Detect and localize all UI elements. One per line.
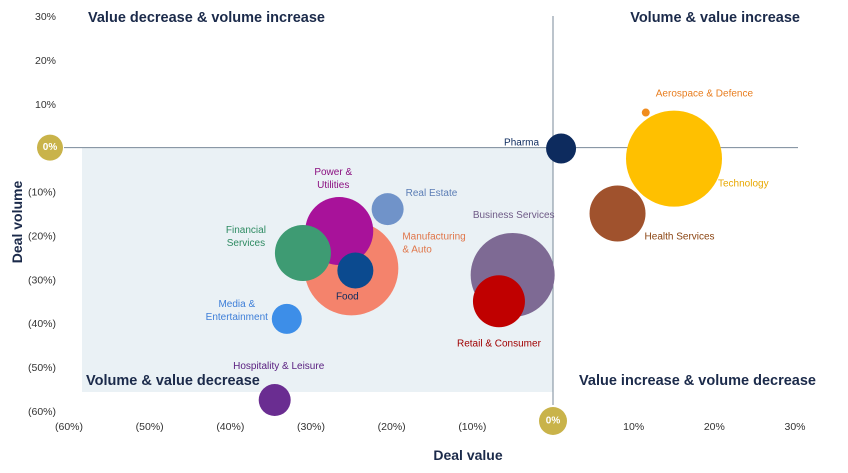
x-tick-label: (50%): [136, 421, 164, 433]
bubble-label: Food: [336, 292, 359, 303]
bubble-label: Pharma: [504, 138, 539, 149]
x-tick-label: (30%): [297, 421, 325, 433]
bubble-label: Real Estate: [406, 188, 458, 199]
bubble-financial-services: [274, 225, 331, 281]
y-zero-badge: 0%: [37, 134, 63, 161]
bubble-label: Health Services: [645, 232, 715, 243]
x-tick-label: 30%: [784, 421, 805, 433]
bubble-retail-consumer: [472, 275, 525, 328]
bubble-pharma: [546, 133, 577, 164]
bubble-food: [337, 252, 374, 289]
x-zero-badge: 0%: [539, 407, 567, 435]
y-tick-label: (10%): [28, 187, 56, 199]
y-axis-title: Deal volume: [9, 181, 25, 264]
x-tick-label: (20%): [378, 421, 406, 433]
bubble-aerospace-defence: [641, 108, 650, 117]
x-tick-label: (40%): [216, 421, 244, 433]
bubble-media-entertainment: [271, 303, 302, 334]
bubble-health-services: [589, 185, 646, 242]
svg-text:0%: 0%: [546, 416, 561, 427]
bubble-hospitality-leisure: [258, 384, 291, 417]
bubble-label: Power & Utilities: [314, 167, 352, 191]
y-tick-label: (50%): [28, 362, 56, 374]
bubble-real-estate: [371, 193, 404, 226]
bubble-label: Media & Entertainment: [206, 299, 268, 323]
bubble-label: Technology: [718, 179, 769, 190]
bubble-technology: [626, 110, 722, 207]
quadrant-label-bottom-left: Volume & value decrease: [86, 373, 260, 389]
y-tick-label: (60%): [28, 406, 56, 418]
bubble-label: Aerospace & Defence: [656, 89, 754, 100]
bubble-label: Retail & Consumer: [457, 338, 542, 349]
bubble-label: Business Services: [473, 210, 555, 221]
x-tick-label: 10%: [623, 421, 644, 433]
quadrant-label-bottom-right: Value increase & volume decrease: [579, 373, 816, 389]
x-axis-title: Deal value: [433, 447, 502, 463]
quadrant-label-top-right: Volume & value increase: [630, 10, 800, 26]
bubble-label: Manufacturing & Auto: [402, 231, 465, 255]
x-tick-label: (60%): [55, 421, 83, 433]
x-tick-label: (10%): [458, 421, 486, 433]
quadrant-label-top-left: Value decrease & volume increase: [88, 10, 325, 26]
x-tick-label: 20%: [704, 421, 725, 433]
bubble-label: Hospitality & Leisure: [233, 361, 325, 372]
y-tick-label: 10%: [35, 99, 56, 111]
y-tick-label: 20%: [35, 55, 56, 67]
y-tick-label: 30%: [35, 11, 56, 23]
y-tick-label: (40%): [28, 318, 56, 330]
y-tick-label: (20%): [28, 230, 56, 242]
svg-text:0%: 0%: [43, 142, 58, 153]
y-tick-label: (30%): [28, 274, 56, 286]
bubble-label: Financial Services: [226, 225, 266, 249]
